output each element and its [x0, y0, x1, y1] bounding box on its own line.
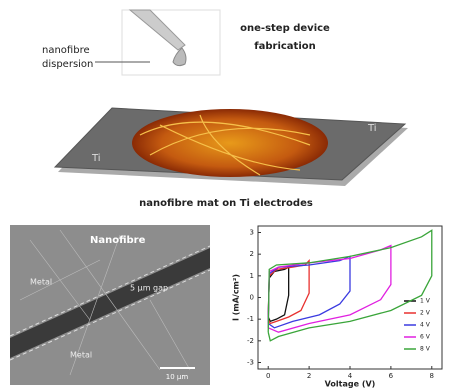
legend-label: 2 V [420, 310, 431, 317]
sem-label: 10 µm [166, 373, 189, 381]
sem-label: 5 µm gap [130, 284, 168, 293]
y-tick-label: 2 [250, 250, 254, 258]
sem-label: Nanofibre [90, 235, 146, 246]
caption: nanofibre mat on Ti electrodes [139, 198, 313, 209]
x-tick-label: 0 [266, 372, 270, 380]
dispersion-text: dispersion [42, 59, 93, 70]
cv-curve [268, 246, 391, 333]
y-tick-label: 1 [250, 272, 254, 280]
x-tick-label: 8 [430, 372, 434, 380]
y-tick-label: 3 [250, 229, 254, 237]
sem-label: Metal [70, 351, 92, 360]
x-tick-label: 6 [389, 372, 394, 380]
legend-label: 8 V [420, 346, 431, 353]
sem-label: Metal [30, 278, 52, 287]
y-tick-label: -2 [247, 337, 254, 345]
legend-label: 6 V [420, 334, 431, 341]
dispersion-text: nanofibre [42, 45, 90, 56]
y-axis-label: I (mA/cm²) [232, 274, 241, 321]
x-axis-label: Voltage (V) [325, 380, 376, 389]
legend-label: 4 V [420, 322, 431, 329]
nanofibre-mat [132, 109, 328, 177]
plot-frame [258, 226, 442, 369]
y-tick-label: -1 [247, 315, 254, 323]
legend-label: 1 V [420, 298, 431, 305]
cv-curve [268, 267, 288, 321]
ti-label: Ti [91, 153, 101, 164]
y-tick-label: 0 [250, 294, 254, 302]
ti-label: Ti [367, 123, 377, 134]
y-tick-label: -3 [247, 359, 254, 367]
step-text: one-step device [240, 23, 330, 34]
figure: one-step device fabrication nanofibre di… [0, 0, 453, 390]
step-text: fabrication [254, 41, 316, 52]
x-tick-label: 2 [307, 372, 311, 380]
